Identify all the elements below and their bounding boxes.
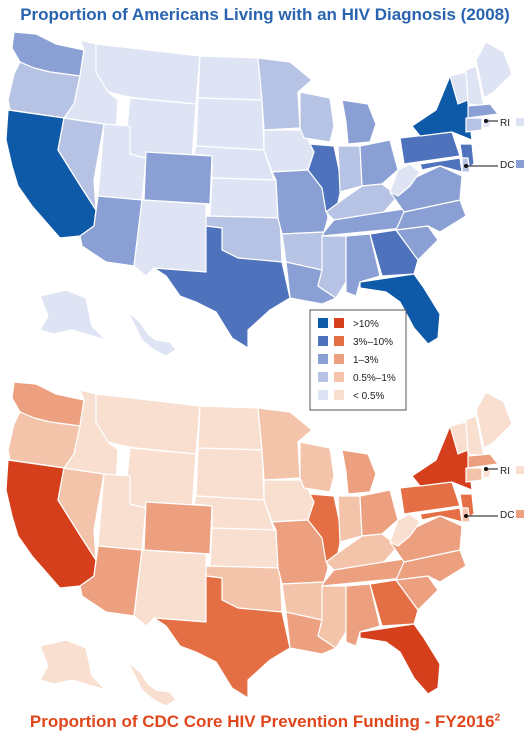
hiv-state-ak: [39, 289, 107, 341]
funding-state-fl: [359, 623, 441, 695]
funding-state-wy: [123, 447, 197, 511]
legend-label-under-05: < 0.5%: [353, 391, 385, 402]
bottom-map-title: Proportion of CDC Core HIV Prevention Fu…: [0, 712, 530, 732]
funding-state-ma: [467, 453, 499, 469]
ri-top-swatch: [516, 118, 524, 126]
prevention-funding-map: [5, 381, 513, 707]
funding-state-ct: [465, 467, 483, 483]
bottom-title-superscript: 2: [494, 712, 501, 724]
hiv-state-nd: [197, 55, 263, 101]
hiv-state-md: [419, 157, 463, 173]
hiv-state-me: [475, 41, 513, 99]
dc-top-leader-dot: [464, 164, 468, 168]
bottom-title-text: Proportion of CDC Core HIV Prevention Fu…: [29, 712, 495, 731]
ri-top-leader-dot: [484, 119, 488, 123]
hiv-state-oh: [359, 139, 399, 187]
ri-label-bottom: RI: [500, 466, 510, 477]
dc-bottom-swatch: [516, 510, 524, 518]
ri-label-top: RI: [500, 118, 510, 129]
funding-state-sd: [195, 447, 265, 501]
hiv-state-ms: [317, 235, 347, 299]
hiv-state-ga: [369, 229, 419, 277]
funding-state-ga: [369, 579, 419, 627]
dc-label-bottom: DC: [500, 510, 514, 521]
funding-state-in: [337, 495, 363, 543]
funding-state-hi: [127, 661, 177, 707]
funding-state-ak: [39, 639, 107, 691]
ri-bottom-leader-dot: [484, 467, 488, 471]
funding-state-md: [419, 507, 463, 523]
funding-state-tx: [153, 575, 291, 699]
hiv-state-tx: [153, 225, 291, 349]
hiv-state-hi: [127, 311, 177, 357]
legend-swatch-orange-4: [334, 390, 344, 400]
hiv-state-wy: [123, 97, 197, 161]
funding-state-mn: [257, 407, 313, 481]
funding-state-oh: [359, 489, 399, 537]
funding-state-co: [143, 501, 213, 555]
hiv-state-mi: [341, 99, 377, 145]
dc-top-swatch: [516, 160, 524, 168]
legend-label-3-10: 3%–10%: [353, 337, 393, 348]
dc-bottom-leader-dot: [464, 514, 468, 518]
legend-swatch-orange-1: [334, 336, 344, 346]
hiv-state-ma: [467, 103, 499, 119]
legend-swatch-blue-3: [318, 372, 328, 382]
legend-swatch-orange-0: [334, 318, 344, 328]
legend-label-over-10: >10%: [353, 319, 379, 330]
funding-state-ks: [209, 527, 279, 569]
funding-state-me: [475, 391, 513, 449]
hiv-state-sd: [195, 97, 265, 151]
dc-label-top: DC: [500, 160, 514, 171]
ri-bottom-swatch: [516, 466, 524, 474]
legend-swatch-orange-3: [334, 372, 344, 382]
legend-swatch-blue-4: [318, 390, 328, 400]
legend-swatch-blue-1: [318, 336, 328, 346]
funding-state-nm: [133, 549, 207, 627]
hiv-state-mn: [257, 57, 313, 131]
legend-swatch-blue-0: [318, 318, 328, 328]
funding-state-ms: [317, 585, 347, 649]
funding-state-nd: [197, 405, 263, 451]
hiv-state-ks: [209, 177, 279, 219]
hiv-state-co: [143, 151, 213, 205]
funding-state-mi: [341, 449, 377, 495]
legend-swatch-blue-2: [318, 354, 328, 364]
top-map-title: Proportion of Americans Living with an H…: [20, 5, 510, 24]
callouts: RI DC RI DC: [464, 118, 524, 521]
funding-state-wi: [299, 441, 335, 493]
hiv-state-wi: [299, 91, 335, 143]
hiv-state-nm: [133, 199, 207, 277]
legend-swatch-orange-2: [334, 354, 344, 364]
hiv-state-fl: [359, 273, 441, 345]
legend: >10% 3%–10% 1–3% 0.5%–1% < 0.5%: [309, 309, 407, 411]
legend-label-05-1: 0.5%–1%: [353, 373, 396, 384]
hiv-state-ct: [465, 117, 483, 133]
funding-state-wv: [389, 513, 421, 547]
hiv-state-in: [337, 145, 363, 193]
legend-label-1-3: 1–3%: [353, 355, 379, 366]
hiv-diagnosis-map: [5, 31, 513, 357]
hiv-state-wv: [389, 163, 421, 197]
